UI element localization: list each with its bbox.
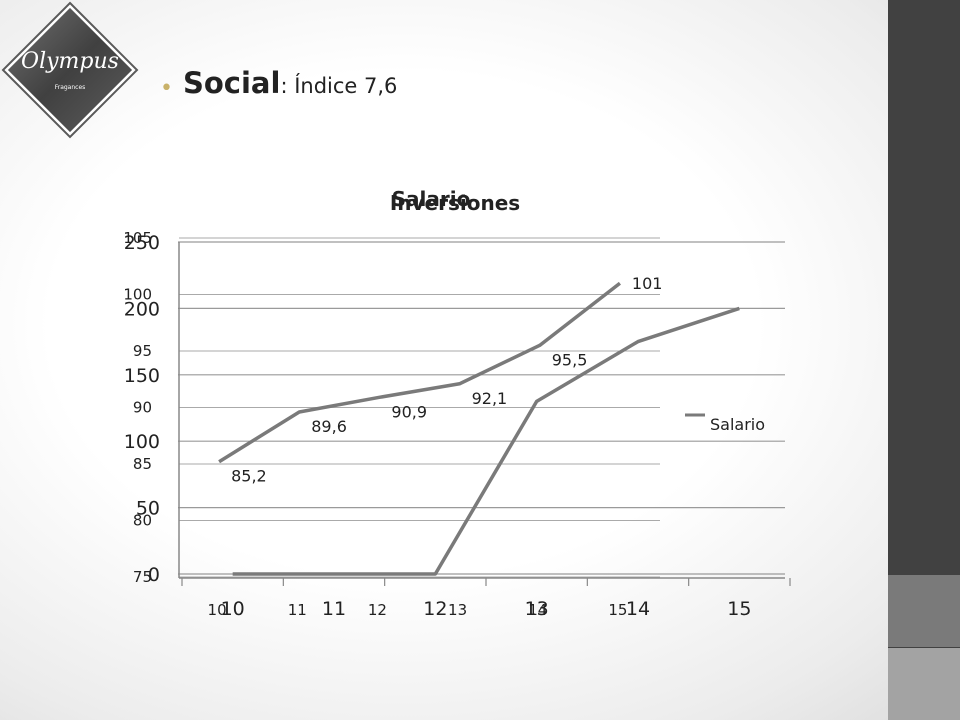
- chart-title-salario: Salario: [392, 187, 471, 211]
- overlapping-charts: Salario Salario Inversiones 0 50 100 150 200…: [123, 187, 791, 620]
- inversiones-y-tick: 200: [124, 298, 160, 320]
- inversiones-y-tick: 100: [124, 431, 160, 453]
- salario-y-tick: 95: [133, 342, 152, 360]
- salario-y-tick: 85: [133, 455, 152, 473]
- inversiones-x-tick: 12: [423, 598, 447, 620]
- inversiones-x-tick: 13: [525, 598, 549, 620]
- salario-x-tick: 10: [208, 601, 227, 619]
- salario-y-tick: 90: [133, 399, 152, 417]
- logo-wordmark: Olympus: [21, 49, 119, 74]
- salario-data-label: 90,9: [391, 402, 427, 421]
- salario-x-tick: 12: [368, 601, 387, 619]
- inversiones-x-tick: 15: [727, 598, 751, 620]
- salario-x-tick: 11: [288, 601, 307, 619]
- bullet-icon: •: [160, 76, 173, 101]
- chart-title-inversiones: Inversiones: [390, 191, 520, 215]
- salario-data-label: 92,1: [472, 389, 508, 408]
- inversiones-y-tick: 150: [124, 365, 160, 387]
- inversiones-y-tick: 250: [124, 232, 160, 254]
- logo-subtitle: Fragances: [55, 84, 86, 91]
- slide-title: • Social: Índice 7,6: [160, 66, 397, 101]
- inversiones-y-tick: 0: [148, 564, 160, 586]
- salario-data-label: 95,5: [552, 350, 588, 369]
- salario-data-label: 101: [632, 274, 663, 293]
- inversiones-x-tick: 14: [626, 598, 650, 620]
- salario-data-label: 89,6: [311, 417, 347, 436]
- salario-series-line: [218, 281, 621, 464]
- title-strong: Social: [182, 66, 281, 100]
- salario-y-tick: 105: [123, 229, 152, 247]
- inversiones-x-tick: 11: [322, 598, 346, 620]
- title-rest: : Índice 7,6: [280, 74, 398, 98]
- sidebar-mid-block: [888, 575, 960, 647]
- salario-x-tick: 13: [448, 601, 467, 619]
- olympus-logo: Olympus Fragances: [1, 1, 139, 139]
- salario-x-tick: 15: [608, 601, 627, 619]
- sidebar-light-block: [888, 648, 960, 720]
- inversiones-y-tick: 50: [136, 498, 160, 520]
- salario-y-tick: 80: [133, 512, 152, 530]
- salario-y-tick: 100: [123, 286, 152, 304]
- salario-data-label: 85,2: [231, 467, 267, 486]
- salario-x-tick: 14: [528, 601, 547, 619]
- salario-y-tick: 75: [133, 568, 152, 586]
- legend-label: Salario: [710, 415, 765, 434]
- inversiones-series-line: [232, 306, 740, 576]
- inversiones-x-tick: 10: [221, 598, 245, 620]
